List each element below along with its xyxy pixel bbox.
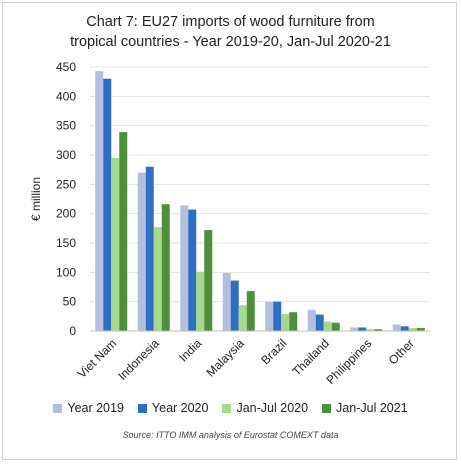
- legend-label: Jan-Jul 2020: [236, 401, 309, 415]
- bar-year-2020-india: [188, 209, 197, 331]
- x-category-label: Viet Nam: [75, 336, 120, 381]
- y-tick-label: 100: [56, 265, 76, 279]
- bar-year-2020-thailand: [315, 314, 324, 331]
- legend-label: Year 2020: [151, 401, 209, 415]
- bar-year-2020-indonesia: [145, 166, 154, 331]
- chart-frame: [2, 2, 457, 460]
- bar-jan-jul-2020-brazil: [281, 313, 290, 331]
- x-category-label: Indonesia: [115, 336, 162, 383]
- bar-jan-jul-2021-other: [416, 328, 425, 331]
- bar-year-2020-other: [400, 326, 409, 331]
- y-tick-label: 350: [56, 119, 76, 133]
- bar-year-2019-indonesia: [137, 172, 146, 331]
- x-category-label: Brazil: [258, 336, 289, 367]
- source-note: Source: ITTO IMM analysis of Eurostat CO…: [122, 430, 339, 440]
- legend-label: Year 2019: [67, 401, 124, 415]
- y-axis-ticks: 0 50 100 150 200 250 300 350 400 450: [56, 60, 76, 338]
- y-tick-label: 200: [56, 207, 76, 221]
- x-category-label: Philippines: [323, 336, 374, 387]
- legend-item: Year 2020: [137, 401, 209, 415]
- legend-swatch: [322, 403, 332, 413]
- bar-year-2019-philippines: [350, 327, 359, 331]
- x-category-label: Other: [386, 336, 417, 367]
- bar-year-2019-other: [392, 324, 401, 331]
- bar-jan-jul-2021-india: [204, 230, 213, 331]
- bar-jan-jul-2021-brazil: [289, 312, 298, 331]
- bar-year-2019-malaysia: [222, 272, 231, 331]
- chart-title-line1: Chart 7: EU27 imports of wood furniture …: [86, 14, 375, 30]
- bar-year-2019-india: [180, 205, 189, 331]
- y-tick-label: 400: [56, 89, 76, 103]
- x-category-label: Malaysia: [203, 336, 247, 380]
- x-category-label: India: [176, 336, 205, 365]
- x-category-label: Thailand: [289, 336, 331, 378]
- bar-jan-jul-2020-malaysia: [238, 305, 247, 331]
- bar-jan-jul-2020-thailand: [323, 321, 332, 331]
- bars: [95, 71, 425, 332]
- bar-jan-jul-2021-malaysia: [246, 291, 255, 331]
- bar-jan-jul-2021-thailand: [331, 322, 340, 331]
- bar-year-2020-viet-nam: [103, 78, 112, 331]
- y-tick-label: 250: [56, 177, 76, 191]
- bar-jan-jul-2020-other: [408, 328, 417, 331]
- bar-year-2020-brazil: [273, 301, 282, 331]
- legend: Year 2019 Year 2020 Jan-Jul 2020 Jan-Jul 20…: [0, 401, 461, 415]
- bar-year-2019-brazil: [265, 301, 274, 331]
- chart-title-line2: tropical countries - Year 2019-20, Jan-J…: [70, 34, 391, 50]
- bar-jan-jul-2020-viet-nam: [111, 157, 120, 331]
- legend-swatch: [222, 403, 232, 413]
- bar-year-2020-philippines: [358, 327, 367, 331]
- legend-item: Jan-Jul 2020: [222, 401, 308, 415]
- y-tick-label: 0: [69, 324, 76, 338]
- bar-jan-jul-2020-philippines: [366, 329, 375, 331]
- legend-swatch: [53, 403, 63, 413]
- y-tick-label: 300: [56, 148, 76, 162]
- bar-jan-jul-2021-viet-nam: [119, 132, 128, 331]
- bar-jan-jul-2020-indonesia: [153, 227, 162, 331]
- bar-chart: 0 50 100 150 200 250 300 350 400 450 Viet NamIndo…: [29, 60, 430, 387]
- chart-title: Chart 7: EU27 imports of wood furniture …: [0, 12, 461, 52]
- bar-year-2020-malaysia: [230, 280, 239, 331]
- legend-item: Jan-Jul 2021: [322, 401, 408, 415]
- legend-swatch: [137, 403, 147, 413]
- bar-jan-jul-2021-indonesia: [161, 204, 170, 331]
- bar-year-2019-viet-nam: [95, 71, 104, 332]
- y-tick-label: 450: [56, 60, 76, 74]
- y-tick-label: 150: [56, 236, 76, 250]
- bar-jan-jul-2020-india: [196, 271, 205, 331]
- y-axis-label: € million: [29, 177, 43, 221]
- bar-jan-jul-2021-philippines: [374, 329, 383, 331]
- bar-year-2019-thailand: [307, 309, 316, 331]
- legend-label: Jan-Jul 2021: [336, 401, 408, 415]
- y-tick-label: 50: [63, 295, 77, 309]
- legend-item: Year 2019: [53, 401, 124, 415]
